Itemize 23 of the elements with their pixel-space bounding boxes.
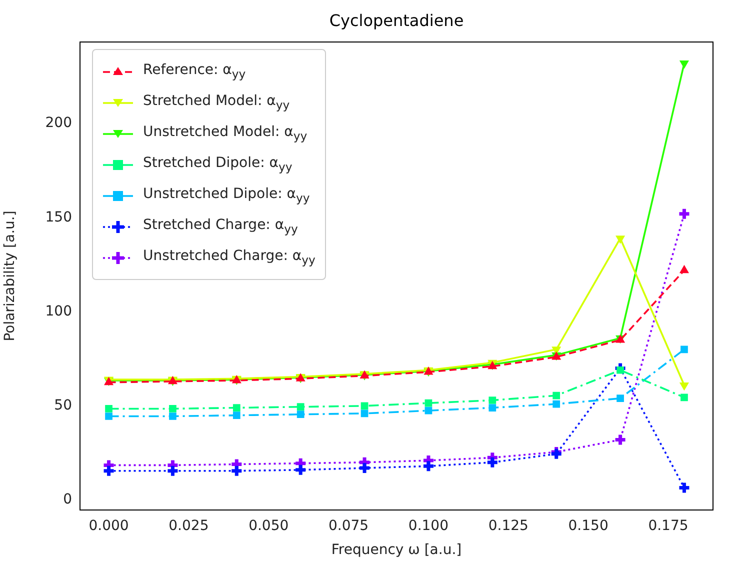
y-tick-label: 100	[45, 303, 72, 320]
legend-label: Stretched Charge: α$_{yy}$	[143, 217, 298, 236]
legend-label: Reference: α$_{yy}$	[143, 62, 246, 81]
x-tick-label: 0.150	[568, 518, 608, 534]
x-tick-label: 0.100	[408, 518, 449, 534]
x-tick-label: 0.050	[248, 518, 289, 534]
legend-label: Stretched Model: α$_{yy}$	[143, 93, 290, 112]
y-axis-title: Polarizability [a.u.]	[2, 210, 18, 342]
x-axis-title: Frequency ω [a.u.]	[331, 542, 462, 558]
x-tick-label: 0.125	[488, 518, 528, 534]
x-tick-label: 0.075	[328, 518, 369, 534]
x-tick-label: 0.000	[88, 518, 129, 534]
y-tick-label: 200	[45, 115, 72, 132]
x-tick-label: 0.025	[168, 518, 209, 534]
y-tick-label: 150	[45, 209, 72, 226]
legend-label: Unstretched Dipole: α$_{yy}$	[143, 186, 310, 205]
legend-label: Unstretched Model: α$_{yy}$	[143, 124, 308, 143]
x-tick-label: 0.175	[648, 518, 688, 534]
y-tick-label: 0	[63, 492, 72, 508]
chart-title: Cyclopentadiene	[329, 11, 464, 30]
legend-label: Stretched Dipole: α$_{yy}$	[143, 155, 292, 174]
y-tick-label: 50	[54, 398, 72, 414]
legend-label: Unstretched Charge: α$_{yy}$	[143, 248, 316, 267]
